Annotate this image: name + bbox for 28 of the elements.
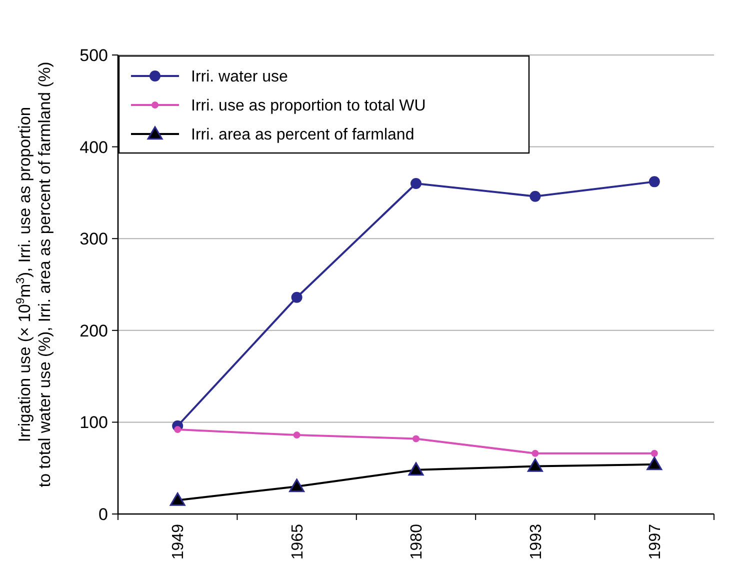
point <box>170 492 186 506</box>
y-tick-label: 400 <box>80 138 108 157</box>
point <box>646 456 662 470</box>
point <box>412 435 420 442</box>
x-tick-label: 1997 <box>647 524 664 560</box>
point <box>174 426 182 434</box>
x-tick-label: 1949 <box>170 524 188 560</box>
point <box>648 176 660 188</box>
point <box>530 190 541 202</box>
y-tick-label: 500 <box>80 46 108 65</box>
x-tick-label: 1980 <box>408 524 426 560</box>
y-tick-label: 300 <box>80 230 108 249</box>
legend-label: Irri. water use <box>191 68 288 86</box>
legend-label: Irri. area as percent of farmland <box>191 126 414 144</box>
point <box>532 450 539 457</box>
x-tick-label: 1993 <box>528 524 545 560</box>
y-tick-label: 100 <box>80 413 108 432</box>
point <box>289 478 305 492</box>
point <box>410 178 422 190</box>
legend-label: Irri. use as proportion to total WU <box>191 98 426 115</box>
point <box>291 292 302 303</box>
y-tick-label: 0 <box>98 504 108 524</box>
x-tick-label: 1965 <box>289 524 306 560</box>
point <box>527 458 543 472</box>
point <box>408 462 424 476</box>
y-tick-label: 200 <box>80 321 108 340</box>
point <box>650 450 658 457</box>
point <box>293 432 300 439</box>
